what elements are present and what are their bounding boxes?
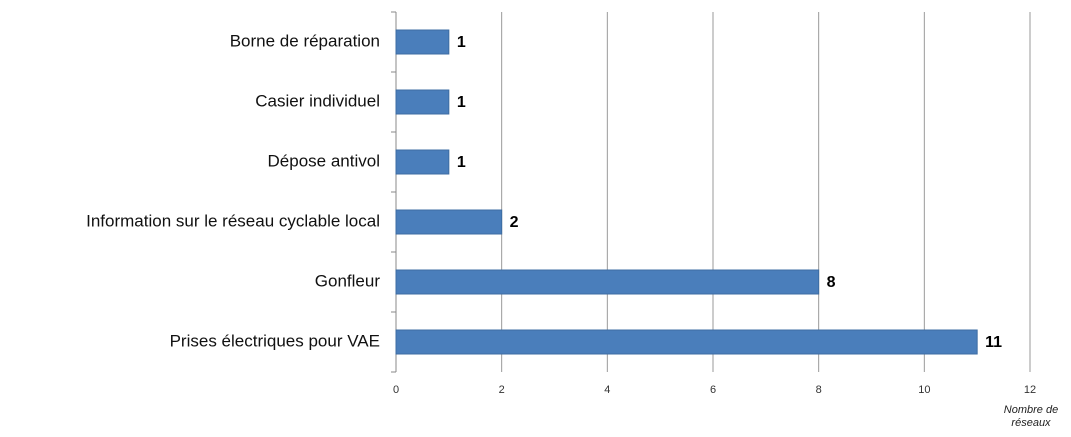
bar <box>395 29 450 55</box>
data-label: 1 <box>457 94 466 111</box>
bar <box>395 329 978 355</box>
y-tick-label: Casier individuel <box>255 91 380 110</box>
y-tick-label: Prises électriques pour VAE <box>170 331 380 350</box>
bar <box>395 269 820 295</box>
data-label: 11 <box>985 334 1002 351</box>
x-tick-label: 6 <box>710 384 716 396</box>
data-label: 8 <box>827 274 836 291</box>
bar <box>395 209 503 235</box>
data-label: 1 <box>457 154 466 171</box>
x-tick-label: 0 <box>393 384 399 396</box>
x-tick-label: 2 <box>499 384 505 396</box>
bar <box>395 89 450 115</box>
x-tick-label: 12 <box>1024 384 1036 396</box>
x-axis-label: Nombre de réseaux <box>1003 404 1059 429</box>
bar <box>395 149 450 175</box>
y-tick-label: Gonfleur <box>315 271 381 290</box>
y-tick-label: Information sur le réseau cyclable local <box>86 211 380 230</box>
y-tick-label: Dépose antivol <box>268 151 380 170</box>
x-tick-label: 4 <box>604 384 610 396</box>
data-label: 1 <box>457 34 466 51</box>
y-tick-label: Borne de réparation <box>230 31 380 50</box>
x-tick-label: 10 <box>918 384 930 396</box>
data-label: 2 <box>510 214 519 231</box>
x-tick-label: 8 <box>816 384 822 396</box>
